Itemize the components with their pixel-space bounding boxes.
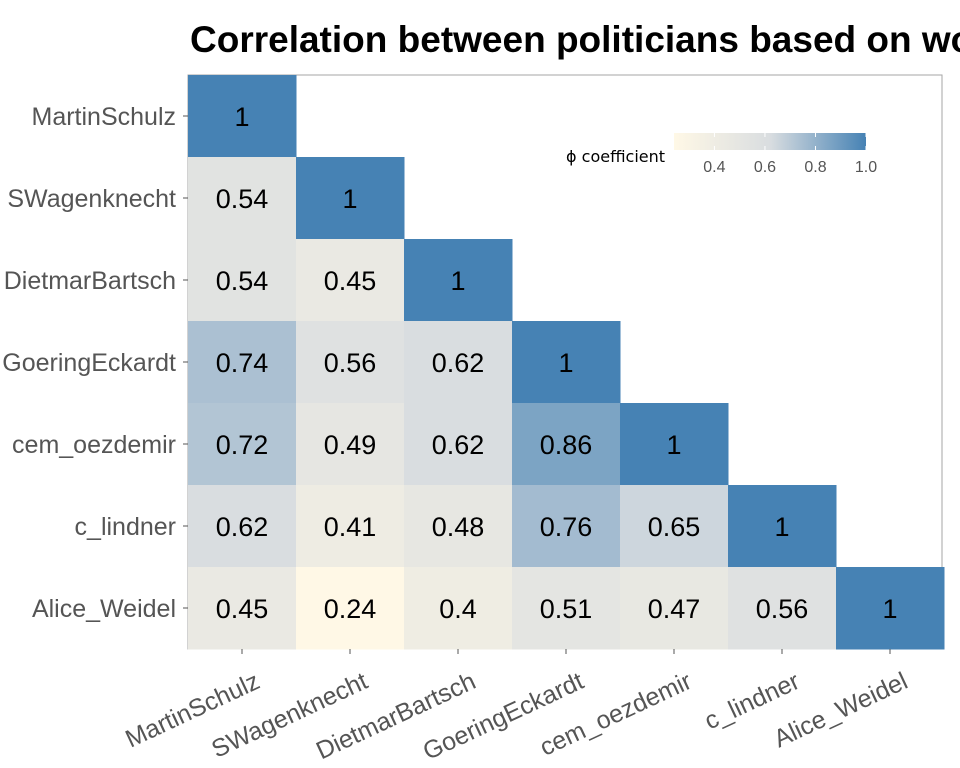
heatmap-cell (188, 321, 297, 404)
legend-colorbar (674, 133, 866, 150)
cell-value-label: 0.45 (216, 594, 269, 624)
heatmap-cell (620, 567, 729, 650)
cell-value-label: 1 (882, 594, 897, 624)
heatmap-cells (188, 75, 945, 650)
heatmap-cell (404, 485, 513, 568)
heatmap-cell (188, 567, 297, 650)
cell-value-label: 1 (234, 102, 249, 132)
legend-tick-label: 0.6 (754, 159, 776, 176)
cell-value-label: 1 (558, 348, 573, 378)
heatmap-cell (296, 567, 405, 650)
cell-value-label: 0.51 (540, 594, 593, 624)
cell-value-label: 1 (666, 430, 681, 460)
cell-value-label: 0.56 (324, 348, 377, 378)
heatmap-cell (728, 485, 837, 568)
cell-value-label: 0.54 (216, 266, 269, 296)
heatmap-cell (296, 157, 405, 240)
heatmap-cell (188, 75, 297, 158)
heatmap-cell (188, 239, 297, 322)
y-tick-label: MartinSchulz (32, 103, 177, 131)
y-tick-label: SWagenknecht (7, 185, 176, 213)
heatmap-cell (296, 239, 405, 322)
cell-value-label: 0.41 (324, 512, 377, 542)
heatmap-cell-labels: 1 0.54 1 0.54 0.45 1 0.74 0.56 0.62 1 0.72 0.49 0.62… (216, 102, 898, 624)
cell-value-label: 0.48 (432, 512, 485, 542)
cell-value-label: 0.54 (216, 184, 269, 214)
cell-value-label: 0.86 (540, 430, 593, 460)
heatmap-cell (512, 321, 621, 404)
cell-value-label: 1 (774, 512, 789, 542)
legend-tick-label: 0.8 (804, 159, 826, 176)
heatmap-cell (188, 403, 297, 486)
y-axis: MartinSchulz SWagenknecht DietmarBartsch Go… (2, 103, 188, 623)
y-tick-label: GoeringEckardt (2, 349, 176, 377)
heatmap-cell (296, 321, 405, 404)
heatmap-cell (512, 567, 621, 650)
cell-value-label: 0.24 (324, 594, 377, 624)
heatmap-cell (728, 567, 837, 650)
heatmap-cell (620, 485, 729, 568)
y-tick-label: cem_oezdemir (12, 431, 176, 459)
cell-value-label: 0.62 (432, 348, 485, 378)
x-axis: MartinSchulzSWagenknechtDietmarBartschGo… (121, 649, 912, 766)
cell-value-label: 0.4 (439, 594, 477, 624)
cell-value-label: 0.76 (540, 512, 593, 542)
heatmap-cell (296, 403, 405, 486)
cell-value-label: 0.74 (216, 348, 269, 378)
heatmap-cell (296, 485, 405, 568)
legend-ticks: 0.4 0.6 0.8 1.0 (703, 133, 877, 176)
legend: ϕ coefficient 0.4 0.6 0.8 1.0 (566, 133, 877, 176)
cell-value-label: 0.65 (648, 512, 701, 542)
cell-value-label: 0.62 (432, 430, 485, 460)
cell-value-label: 0.62 (216, 512, 269, 542)
heatmap-cell (404, 239, 513, 322)
heatmap-cell (404, 321, 513, 404)
cell-value-label: 0.72 (216, 430, 269, 460)
chart-title: Correlation between politicians based on… (190, 19, 960, 60)
heatmap-cell (512, 485, 621, 568)
heatmap-cell (620, 403, 729, 486)
cell-value-label: 0.47 (648, 594, 701, 624)
heatmap-cell (512, 403, 621, 486)
heatmap-cell (404, 403, 513, 486)
cell-value-label: 0.45 (324, 266, 377, 296)
heatmap-cell (188, 157, 297, 240)
heatmap-cell (188, 485, 297, 568)
heatmap-cell (836, 567, 945, 650)
cell-value-label: 1 (450, 266, 465, 296)
y-tick-label: c_lindner (75, 513, 176, 541)
heatmap-cell (404, 567, 513, 650)
y-tick-label: DietmarBartsch (4, 267, 176, 295)
cell-value-label: 1 (342, 184, 357, 214)
y-tick-label: Alice_Weidel (32, 595, 176, 623)
legend-title: ϕ coefficient (566, 147, 665, 166)
cell-value-label: 0.56 (756, 594, 809, 624)
legend-tick-label: 0.4 (703, 159, 725, 176)
cell-value-label: 0.49 (324, 430, 377, 460)
legend-tick-label: 1.0 (855, 159, 877, 176)
